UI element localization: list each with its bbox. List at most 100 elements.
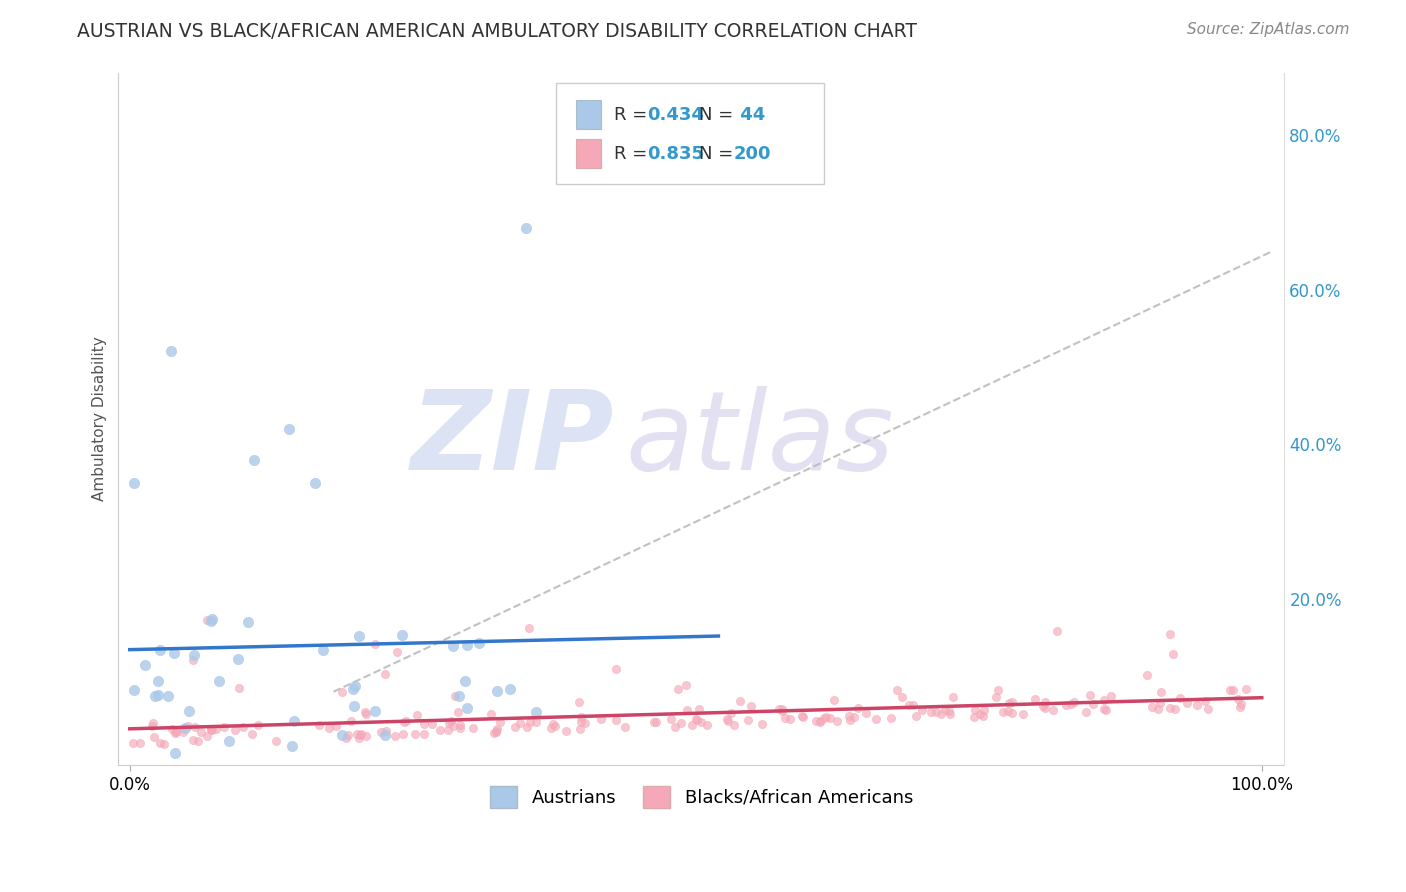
Point <box>283 714 305 728</box>
Point <box>516 720 538 734</box>
Point <box>696 718 718 732</box>
Text: N =: N = <box>699 106 740 124</box>
Point <box>925 705 948 719</box>
Point <box>200 723 222 737</box>
Point <box>1099 690 1122 704</box>
Point <box>685 713 707 727</box>
Point <box>605 713 627 727</box>
Point <box>717 714 740 729</box>
Point <box>232 720 254 734</box>
Point <box>373 728 395 742</box>
Point <box>998 696 1021 710</box>
Point <box>1001 706 1024 720</box>
Point <box>991 705 1014 719</box>
Point <box>676 703 699 717</box>
Point <box>1185 698 1208 712</box>
Point <box>218 733 240 747</box>
Point <box>200 722 222 736</box>
Point <box>346 727 368 741</box>
Point <box>1168 691 1191 706</box>
Point <box>897 698 920 712</box>
Point <box>524 715 547 730</box>
Point <box>911 703 934 717</box>
Point <box>122 682 145 697</box>
Point <box>422 716 444 731</box>
Point <box>228 681 250 696</box>
Point <box>509 716 531 731</box>
Point <box>364 637 387 651</box>
Point <box>454 673 477 688</box>
Point <box>659 712 682 726</box>
Point <box>143 689 166 703</box>
Point <box>335 731 357 745</box>
Point <box>1175 696 1198 710</box>
Point <box>201 612 224 626</box>
Point <box>1159 701 1181 715</box>
Point <box>354 706 377 721</box>
Point <box>364 704 387 718</box>
Point <box>479 707 502 722</box>
Point <box>304 475 326 490</box>
FancyBboxPatch shape <box>575 139 602 168</box>
Point <box>330 727 353 741</box>
Point <box>447 689 470 703</box>
Point <box>485 724 508 739</box>
Point <box>792 710 814 724</box>
Point <box>224 723 246 738</box>
Point <box>1227 691 1250 706</box>
Point <box>1012 706 1035 721</box>
Point <box>904 709 927 723</box>
Point <box>515 220 537 235</box>
Point <box>146 688 169 702</box>
Point <box>449 721 471 735</box>
Point <box>1219 683 1241 698</box>
Point <box>485 722 508 736</box>
Point <box>391 628 413 642</box>
Point <box>839 714 862 728</box>
Point <box>770 702 793 716</box>
Point <box>1081 697 1104 711</box>
Point <box>498 682 520 697</box>
Point <box>405 707 427 722</box>
Point <box>806 714 828 728</box>
Point <box>195 729 218 743</box>
Text: N =: N = <box>699 145 740 163</box>
Point <box>1146 701 1168 715</box>
Point <box>205 722 228 736</box>
Point <box>1234 681 1257 696</box>
Point <box>689 715 711 730</box>
Point <box>443 690 465 704</box>
Point <box>815 710 838 724</box>
Point <box>1230 697 1253 711</box>
Point <box>1159 627 1181 641</box>
Point <box>728 694 751 708</box>
Point <box>569 709 592 723</box>
Point <box>347 630 370 644</box>
Point <box>172 725 194 739</box>
Point <box>177 719 200 733</box>
Point <box>844 709 866 723</box>
Point <box>486 684 509 698</box>
Point <box>920 706 942 720</box>
Point <box>1001 695 1024 709</box>
Point <box>163 647 186 661</box>
Point <box>165 747 187 761</box>
Point <box>200 614 222 628</box>
Point <box>278 422 301 436</box>
Point <box>939 706 962 721</box>
Point <box>880 711 903 725</box>
Point <box>157 689 180 703</box>
Point <box>931 706 953 721</box>
Point <box>141 719 163 733</box>
Point <box>413 727 436 741</box>
Point <box>344 679 367 693</box>
Point <box>723 718 745 732</box>
Point <box>181 653 204 667</box>
Point <box>1149 696 1171 710</box>
Text: 44: 44 <box>734 106 765 124</box>
Point <box>903 698 925 713</box>
Point <box>413 717 436 731</box>
Point <box>643 715 665 730</box>
Point <box>669 715 692 730</box>
Point <box>681 718 703 732</box>
